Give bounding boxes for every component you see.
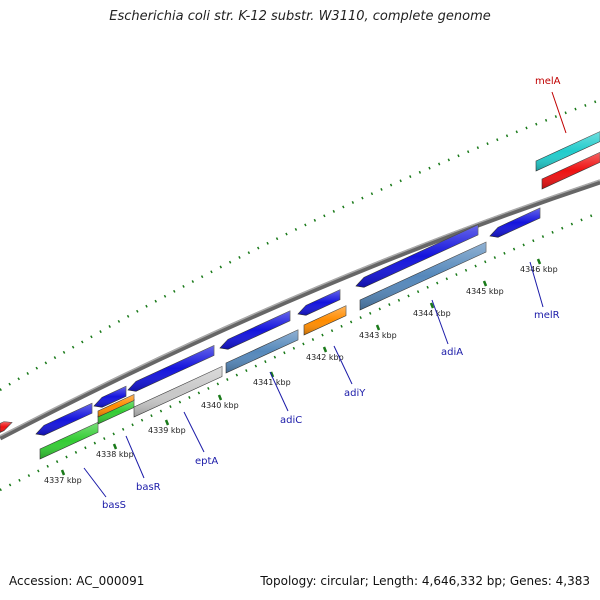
- gene-feature-adiY[interactable]: [303, 305, 347, 336]
- gene-label-melA[interactable]: melA: [535, 76, 567, 134]
- gene-label-adiC[interactable]: adiC: [269, 371, 302, 426]
- scale-tick-label: 4339 kbp: [148, 426, 186, 435]
- scale-major-tick: [322, 346, 328, 353]
- scale-tick-label: 4343 kbp: [359, 331, 397, 340]
- gene-label-leader: [529, 261, 544, 308]
- scale-major-tick: [164, 419, 170, 426]
- genome-summary-text: Topology: circular; Length: 4,646,332 bp…: [260, 574, 590, 588]
- gene-feature-adiY-strand-a[interactable]: [297, 289, 341, 316]
- gene-label-leader: [83, 467, 107, 498]
- scale-major-tick: [269, 371, 275, 378]
- gene-feature-basS-strand-a[interactable]: [35, 402, 93, 436]
- scale-tick-label: 4340 kbp: [201, 401, 239, 410]
- gene-label-adiY[interactable]: adiY: [333, 345, 366, 399]
- gene-label-leader: [183, 411, 205, 453]
- scale-tick-label: 4346 kbp: [520, 265, 558, 274]
- genome-backbone: [0, 179, 600, 441]
- gene-feature-adiC-strand-a[interactable]: [219, 310, 291, 350]
- inner-tick-ring: [0, 210, 600, 492]
- gene-label-text[interactable]: adiC: [280, 415, 302, 426]
- scale-major-tick: [429, 302, 435, 309]
- scale-major-tick: [217, 394, 223, 401]
- gene-feature-basR-strand-a[interactable]: [93, 385, 127, 408]
- gene-feature-adiA[interactable]: [359, 241, 487, 311]
- gene-label-text[interactable]: adiA: [441, 347, 463, 358]
- gene-label-leader: [269, 371, 289, 412]
- scale-tick-label: 4338 kbp: [96, 450, 134, 459]
- gene-label-basS[interactable]: basS: [83, 467, 126, 511]
- scale-major-tick: [375, 324, 381, 331]
- scale-tick-label: 4341 kbp: [253, 378, 291, 387]
- gene-label-text[interactable]: basR: [136, 482, 161, 493]
- gene-label-text[interactable]: adiY: [344, 388, 366, 399]
- gene-label-text[interactable]: basS: [102, 500, 126, 511]
- gene-feature-adiC[interactable]: [225, 329, 299, 374]
- scale-major-tick: [482, 280, 488, 287]
- scale-major-tick: [536, 258, 542, 265]
- gene-feature-adiA-strand-a[interactable]: [355, 224, 479, 288]
- outer-tick-ring: [0, 98, 600, 392]
- scale-tick-label: 4342 kbp: [306, 353, 344, 362]
- gene-label-melR[interactable]: melR: [529, 261, 560, 321]
- scale-major-tick: [112, 443, 118, 450]
- gene-feature-melA-red[interactable]: [541, 151, 600, 190]
- scale-tick-label: 4344 kbp: [413, 309, 451, 318]
- gene-label-leader: [333, 345, 353, 385]
- gene-feature-eptA-strand-a[interactable]: [127, 344, 215, 392]
- scale-tick-label: 4345 kbp: [466, 287, 504, 296]
- gene-label-leader: [431, 299, 449, 345]
- gene-label-leader: [551, 91, 567, 134]
- gene-label-basR[interactable]: basR: [125, 435, 161, 493]
- accession-text: Accession: AC_000091: [9, 574, 145, 588]
- gene-feature-melA[interactable]: [535, 131, 600, 172]
- gene-feature-melR-strand-a[interactable]: [489, 207, 541, 238]
- gene-label-adiA[interactable]: adiA: [431, 299, 463, 358]
- gene-feature-basR-orange[interactable]: [97, 393, 135, 418]
- gene-label-text[interactable]: eptA: [195, 456, 218, 467]
- genome-title: Escherichia coli str. K-12 substr. W3110…: [109, 9, 491, 24]
- gene-feature-eptA[interactable]: [133, 366, 223, 418]
- gene-label-text[interactable]: melA: [535, 76, 561, 87]
- gene-label-eptA[interactable]: eptA: [183, 411, 218, 467]
- gene-label-text[interactable]: melR: [534, 310, 560, 321]
- gene-feature-left-edge[interactable]: [0, 421, 13, 433]
- gene-label-leader: [125, 435, 145, 479]
- scale-major-tick: [60, 469, 66, 476]
- scale-tick-label: 4337 kbp: [44, 476, 82, 485]
- gene-feature-basS[interactable]: [39, 421, 99, 460]
